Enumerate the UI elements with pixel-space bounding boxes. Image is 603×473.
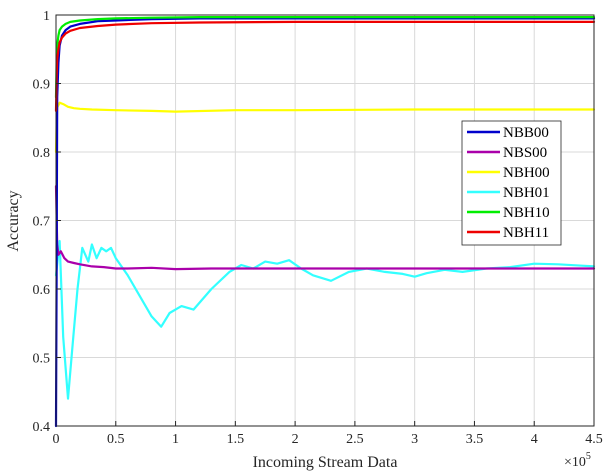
y-tick-label: 1 [43, 9, 50, 24]
x-tick-label: 1.5 [227, 432, 245, 447]
y-tick-label: 0.9 [33, 78, 51, 93]
legend: NBB00 NBS00 NBH00 NBH01 NBH10 NBH11 [461, 120, 562, 246]
x-axis-ticks: 0 0.5 1 1.5 2 2.5 3 3.5 4 4.5 [53, 421, 603, 447]
y-axis-ticks: 0.4 0.5 0.6 0.7 0.8 0.9 1 [33, 9, 61, 435]
series-line-nbb00 [54, 17, 596, 428]
series-line-nbh10 [54, 16, 596, 99]
x-axis-multiplier: ×105 [564, 451, 591, 470]
legend-label-nbh10: NBH10 [503, 205, 550, 221]
y-tick-label: 0.7 [33, 215, 51, 230]
x-axis-title: Incoming Stream Data [253, 454, 398, 471]
x-tick-label: 4 [531, 432, 538, 447]
x-tick-label: 2.5 [346, 432, 364, 447]
series-line-nbh11 [54, 20, 596, 113]
x-tick-label: 3 [411, 432, 418, 447]
x-tick-label: 3.5 [466, 432, 484, 447]
x-tick-label: 0 [53, 432, 60, 447]
x-multiplier-exponent: 5 [586, 451, 591, 462]
y-axis-title: Accuracy [5, 190, 22, 251]
x-tick-label: 1 [172, 432, 179, 447]
x-tick-label: 2 [292, 432, 299, 447]
legend-label-nbh11: NBH11 [503, 225, 549, 241]
x-multiplier-base: ×10 [564, 455, 586, 470]
series-line-nbh00 [54, 101, 596, 154]
x-tick-label: 0.5 [107, 432, 125, 447]
legend-label-nbh00: NBH00 [503, 165, 550, 181]
series-lines [54, 16, 596, 428]
legend-box [461, 120, 562, 246]
y-tick-label: 0.8 [33, 146, 51, 161]
y-tick-label: 0.4 [33, 420, 51, 435]
legend-label-nbh01: NBH01 [503, 185, 550, 201]
legend-label-nbs00: NBS00 [503, 145, 547, 161]
y-tick-label: 0.6 [33, 283, 51, 298]
x-tick-label: 4.5 [585, 432, 603, 447]
series-line-nbs00 [54, 185, 596, 271]
series-line-nbh01 [54, 239, 596, 400]
y-tick-label: 0.5 [33, 352, 51, 367]
legend-label-nbb00: NBB00 [503, 125, 549, 141]
